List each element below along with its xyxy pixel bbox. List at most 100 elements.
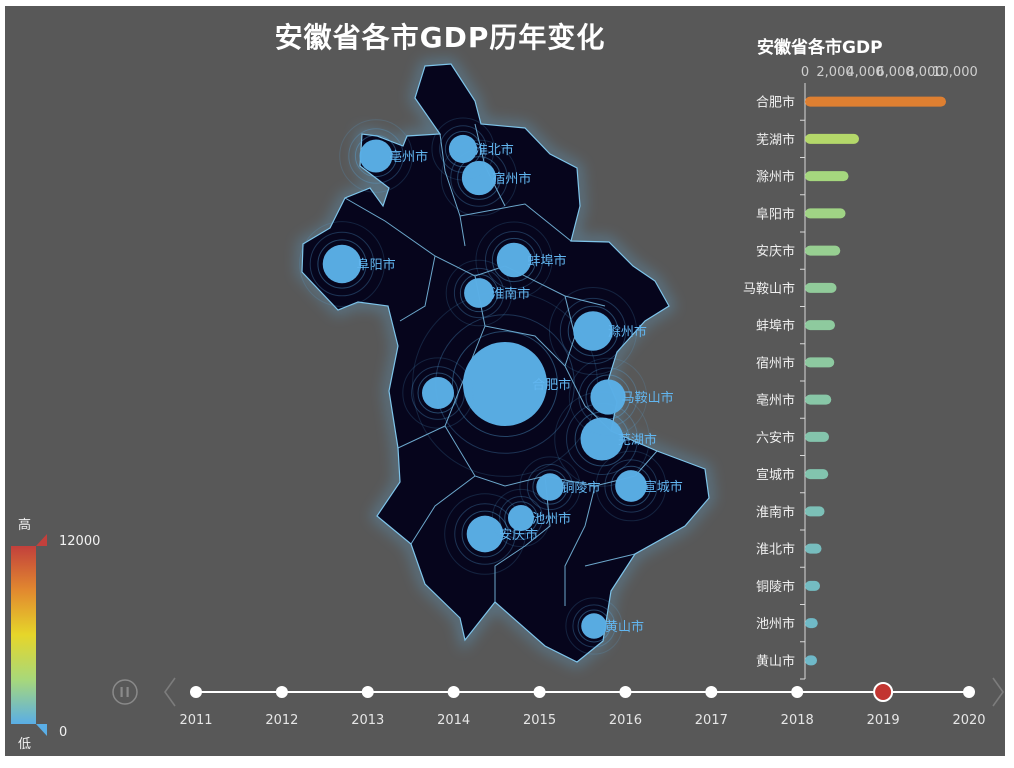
bubble-ripple (585, 374, 631, 420)
category-label: 合肥市 (756, 95, 795, 111)
bubble-ripple (309, 231, 375, 297)
visual-map-low-handle[interactable] (36, 724, 47, 736)
city-bubble: 宣城市 (595, 450, 683, 522)
timeline-point[interactable] (533, 686, 546, 698)
bubble-ripple (519, 456, 581, 518)
bar (805, 469, 829, 480)
city-label: 亳州市 (389, 149, 428, 165)
bar (805, 245, 841, 256)
bar (805, 96, 946, 107)
visual-map[interactable]: 高 12000 0 低 (11, 517, 100, 752)
bubble-ripple (445, 259, 513, 327)
timeline-current-marker[interactable] (873, 682, 894, 702)
bubble-ripple (568, 357, 648, 437)
bar (805, 394, 832, 405)
bubble-ripple (548, 286, 638, 376)
bar (805, 431, 829, 442)
x-tick-label: 4,000 (846, 65, 883, 80)
category-label: 芜湖市 (756, 132, 795, 148)
bubble-ripple (491, 237, 537, 283)
bubble-ripple (354, 134, 398, 178)
visual-map-high-handle[interactable] (36, 534, 47, 546)
timeline-point[interactable] (963, 686, 975, 698)
visual-map-min-label: 0 (59, 725, 67, 740)
bubble-point (422, 377, 454, 409)
city-bubble: 铜陵市 (519, 456, 601, 518)
bubble-ripple (504, 501, 538, 535)
x-tick-label: 10,000 (932, 65, 978, 80)
bubble-ripple (402, 357, 474, 429)
category-label: 铜陵市 (756, 579, 795, 595)
next-arrow-icon[interactable] (992, 677, 1004, 707)
bubble-ripple (578, 367, 638, 427)
category-label: 马鞍山市 (743, 281, 795, 297)
bubble-point (590, 379, 626, 415)
visual-map-max-label: 12000 (59, 534, 100, 549)
city-bubble: 滁州市 (548, 286, 647, 376)
city-bubble: 蚌埠市 (475, 221, 567, 299)
timeline-point[interactable] (275, 686, 288, 698)
bubble-ripple (431, 117, 495, 181)
timeline-year-label[interactable]: 2017 (695, 713, 728, 728)
bubble-ripple (444, 493, 526, 575)
bubble-ripple (450, 149, 508, 207)
city-bubble (402, 357, 474, 429)
bubble-point (581, 613, 607, 639)
timeline-year-label[interactable]: 2012 (265, 713, 298, 728)
bubble-ripple (453, 267, 505, 319)
x-tick-label: 0 (801, 65, 809, 80)
category-label: 六安市 (756, 430, 795, 446)
city-bubble: 池州市 (491, 488, 571, 548)
timeline-point[interactable] (190, 686, 202, 698)
timeline-point[interactable] (619, 686, 632, 698)
prev-arrow-icon[interactable] (164, 677, 176, 707)
timeline-year-label[interactable]: 2020 (952, 713, 985, 728)
city-label: 合肥市 (532, 377, 571, 393)
city-label: 蚌埠市 (528, 253, 567, 269)
x-tick-label: 6,000 (876, 65, 913, 80)
timeline-year-label[interactable]: 2018 (781, 713, 814, 728)
timeline-point[interactable] (447, 686, 460, 698)
timeline-year-label[interactable]: 2019 (867, 713, 900, 728)
bubble-ripple (459, 273, 499, 313)
city-bubble: 安庆市 (444, 493, 538, 575)
timeline-year-label[interactable]: 2013 (351, 713, 384, 728)
bubble-ripple (417, 372, 459, 414)
timeline-year-label[interactable]: 2014 (437, 713, 470, 728)
city-label: 池州市 (532, 511, 571, 527)
city-label: 安庆市 (499, 527, 538, 543)
bubble-point (507, 504, 535, 532)
bubble-ripple (595, 450, 667, 522)
city-label: 阜阳市 (357, 257, 396, 273)
category-label: 安庆市 (756, 244, 795, 260)
bar (805, 357, 835, 368)
bubble-point (448, 134, 478, 164)
timeline-point[interactable] (791, 686, 804, 698)
city-label: 淮北市 (475, 142, 514, 158)
city-label: 宣城市 (644, 479, 683, 495)
visual-map-high-text: 高 (18, 517, 31, 533)
city-bubble: 淮南市 (445, 259, 530, 327)
bubble-point (466, 515, 504, 553)
category-label: 宿州市 (756, 355, 795, 371)
bubble-ripple (484, 230, 544, 290)
bubble-point (461, 160, 497, 196)
timeline-point[interactable] (705, 686, 718, 698)
city-bubble: 淮北市 (431, 117, 514, 181)
timeline-year-label[interactable]: 2016 (609, 713, 642, 728)
city-label: 芜湖市 (618, 432, 657, 448)
chart-canvas: 安徽省各市GDP历年变化 安徽省各市GDP (5, 6, 1005, 756)
x-tick-label: 8,000 (906, 65, 943, 80)
bubble-ripple (440, 139, 518, 217)
bar (805, 580, 820, 591)
timeline[interactable]: 2011 2012 2013 2014 2015 2016 2017 2018 2019 2020 (112, 677, 1004, 728)
timeline-point[interactable] (361, 686, 374, 698)
play-button[interactable] (112, 679, 138, 705)
timeline-year-label[interactable]: 2011 (179, 713, 212, 728)
bubble-ripple (526, 463, 574, 511)
bar (805, 133, 859, 144)
bar (805, 543, 822, 554)
bubble-point (536, 473, 564, 501)
timeline-year-label[interactable]: 2015 (523, 713, 556, 728)
